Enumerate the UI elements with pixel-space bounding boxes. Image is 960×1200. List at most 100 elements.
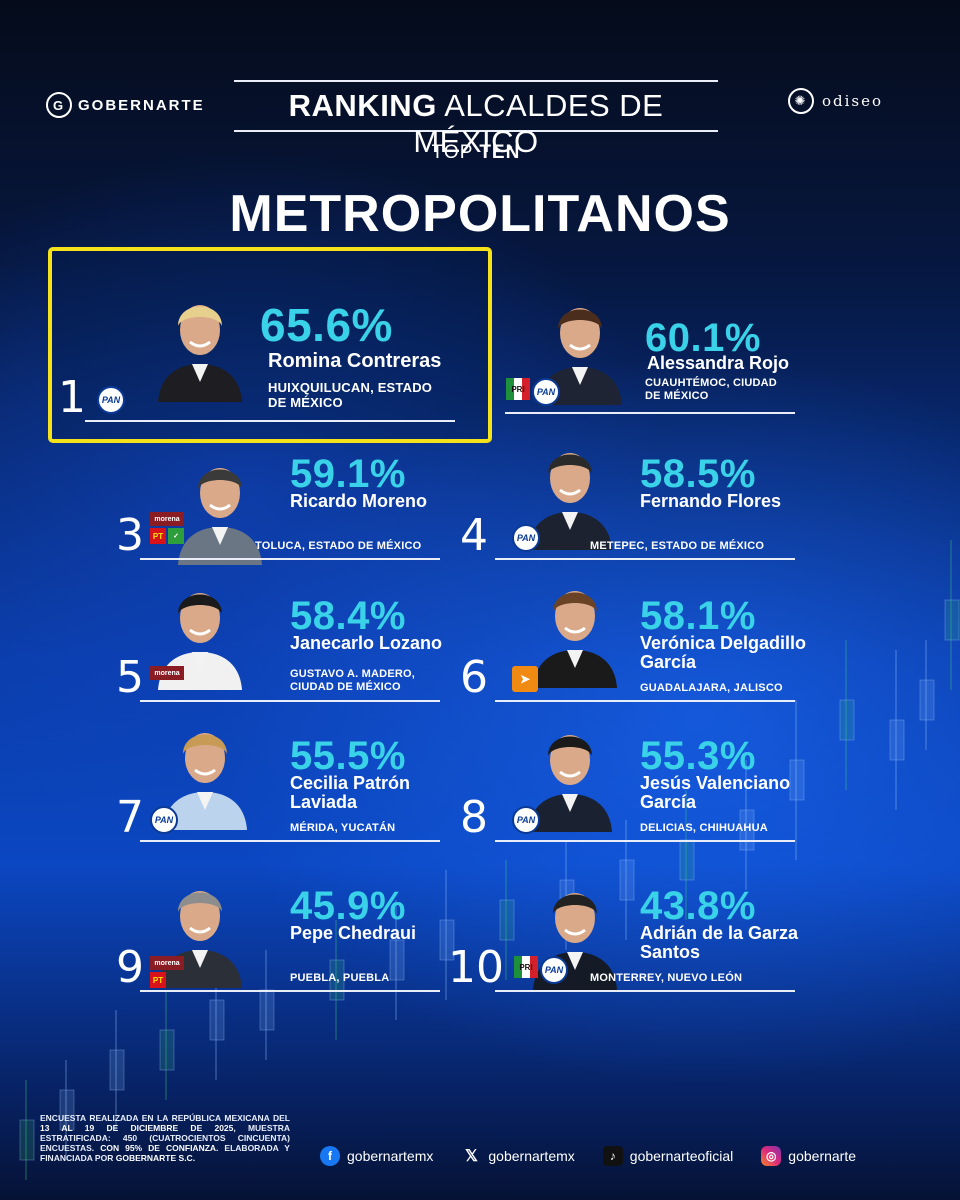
first-place-highlight — [48, 247, 492, 443]
morena-logo-icon: morena — [150, 512, 184, 526]
candidate-photo — [528, 453, 612, 550]
pt-logo-icon: PT — [150, 528, 166, 544]
rank-number: 8 — [460, 792, 488, 843]
verde-logo-icon: ✓ — [168, 528, 184, 544]
candle-body — [619, 859, 635, 901]
pan-logo-icon: PAN — [512, 524, 540, 552]
card-baseline — [140, 840, 440, 842]
candle-body — [499, 899, 515, 941]
tiktok-icon: ♪ — [602, 1146, 623, 1166]
candidate-photo — [178, 468, 262, 565]
pri-logo-icon: PRI — [514, 956, 538, 978]
party-badges: PRI PAN — [514, 956, 568, 984]
rank-number: 10 — [448, 942, 504, 993]
rank-number: 5 — [116, 652, 144, 703]
social-handle: gobernartemx — [488, 1148, 575, 1164]
candle-body — [439, 919, 455, 961]
party-badges: morena PT — [150, 956, 184, 988]
candle-body — [259, 989, 275, 1031]
candidate-location: CUAUHTÉMOC, CIUDAD DE MÉXICO — [645, 377, 777, 402]
social-links: f gobernartemx 𝕏 gobernartemx ♪ gobernar… — [320, 1146, 856, 1166]
brand-right-label: odiseo — [822, 92, 884, 110]
candidate-location: GUADALAJARA, JALISCO — [640, 682, 783, 694]
card-baseline — [495, 558, 795, 560]
card-baseline — [140, 700, 440, 702]
title-rule-top — [234, 80, 718, 82]
title-bold: RANKING — [288, 88, 437, 123]
candidate-photo — [528, 735, 612, 832]
title-light: ALCALDES DE MÉXICO — [413, 88, 664, 159]
pan-logo-icon: PAN — [540, 956, 568, 984]
rank-number: 6 — [460, 652, 488, 703]
survey-disclaimer: ENCUESTA REALIZADA EN LA REPÚBLICA MEXIC… — [40, 1113, 290, 1163]
candidate-name: Ricardo Moreno — [290, 491, 428, 511]
candidate-location: DELICIAS, CHIHUAHUA — [640, 822, 768, 834]
page-title: RANKING ALCALDES DE MÉXICO — [234, 88, 718, 160]
page-subtitle: TOP TEN — [234, 142, 718, 164]
party-badges: ➤ — [512, 666, 538, 692]
disclaimer-dates: 13 AL 19 DE DICIEMBRE DE 2025 — [40, 1123, 234, 1133]
candidate-name: Verónica Delgadillo García — [640, 633, 807, 672]
candidate-photo-frame — [155, 710, 255, 830]
card-baseline — [505, 412, 795, 414]
party-badges: PAN — [97, 386, 125, 414]
card-baseline — [495, 840, 795, 842]
candle-body — [839, 699, 855, 741]
pri-logo-icon: PRI — [506, 378, 530, 400]
party-badges: PAN — [512, 806, 540, 834]
social-x[interactable]: 𝕏 gobernartemx — [461, 1146, 575, 1166]
disclaimer-org: GOBERNARTE S.C. — [115, 1153, 196, 1163]
social-handle: gobernartemx — [347, 1148, 434, 1164]
candidate-photo — [158, 593, 242, 690]
approval-percent: 58.5% — [640, 452, 756, 496]
rank-number: 4 — [460, 510, 488, 561]
pan-logo-icon: PAN — [512, 806, 540, 834]
social-facebook[interactable]: f gobernartemx — [320, 1146, 433, 1166]
card-baseline — [140, 990, 440, 992]
candidate-photo-frame — [170, 445, 270, 565]
candle-body — [789, 759, 805, 801]
candidate-photo — [533, 591, 617, 688]
subtitle-light: TOP — [431, 142, 474, 163]
morena-logo-icon: morena — [150, 956, 184, 970]
card-baseline — [495, 990, 795, 992]
candidate-name: Janecarlo Lozano — [290, 633, 443, 653]
pan-logo-icon: PAN — [532, 378, 560, 406]
rank-number: 3 — [116, 510, 144, 561]
odiseo-mark-icon: ✺ — [788, 88, 814, 114]
approval-percent: 45.9% — [290, 884, 406, 928]
gobernarte-logo: G GOBERNARTE — [46, 92, 205, 118]
candidate-photo-frame — [530, 285, 630, 405]
disclaimer-text-b: , MUESTRA ESTRATIFICADA: 450 (CUATROCIEN… — [40, 1123, 290, 1153]
party-badges: PAN — [512, 524, 540, 552]
candidate-location: METEPEC, ESTADO DE MÉXICO — [590, 540, 765, 552]
disclaimer-confidence: CON 95% DE CONFIANZA. — [100, 1143, 219, 1153]
pan-logo-icon: PAN — [97, 386, 125, 414]
x-icon: 𝕏 — [464, 1148, 478, 1165]
pt-logo-icon: PT — [150, 972, 166, 988]
disclaimer-text-c: ELABORADA Y FINANCIADA POR — [40, 1143, 290, 1163]
social-instagram[interactable]: ◎ gobernarte — [761, 1146, 856, 1166]
rank-number: 9 — [116, 942, 144, 993]
subtitle-bold: TEN — [479, 142, 521, 163]
candle-body — [919, 679, 935, 721]
approval-percent: 55.5% — [290, 734, 406, 778]
candidate-photo-frame — [150, 262, 250, 422]
candle-body — [209, 999, 225, 1041]
candle-body — [889, 719, 905, 761]
disclaimer-text-a: ENCUESTA REALIZADA EN LA REPÚBLICA MEXIC… — [40, 1113, 290, 1123]
facebook-icon: f — [320, 1146, 340, 1166]
candidate-photo-frame — [520, 430, 620, 550]
candidate-name: Adrián de la Garza Santos — [640, 923, 799, 962]
title-rule-bottom — [234, 130, 718, 132]
candidate-photo-frame — [150, 570, 250, 690]
rank-number: 7 — [116, 792, 144, 843]
candidate-location: TOLUCA, ESTADO DE MÉXICO — [255, 540, 422, 552]
social-tiktok[interactable]: ♪ gobernarteoficial — [602, 1146, 733, 1166]
candidate-photo — [538, 308, 622, 405]
candidate-photo-frame — [520, 712, 620, 832]
party-badges: morena — [150, 666, 184, 680]
party-badges: morena PT ✓ — [150, 512, 184, 544]
candidate-name: Alessandra Rojo — [647, 353, 790, 373]
